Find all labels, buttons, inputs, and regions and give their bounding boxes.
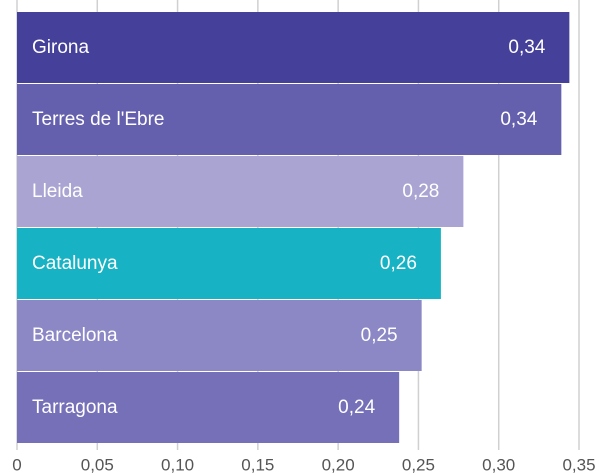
- bar: [17, 372, 400, 443]
- bar: [17, 228, 441, 299]
- bar: [17, 300, 422, 371]
- category-label: Catalunya: [32, 253, 118, 274]
- x-tick-label: 0,05: [81, 455, 114, 474]
- x-tick-label: 0,20: [322, 455, 355, 474]
- value-label: 0,26: [380, 253, 417, 274]
- value-label: 0,24: [338, 397, 375, 418]
- value-label: 0,34: [500, 109, 537, 130]
- value-label: 0,34: [508, 37, 545, 58]
- category-label: Barcelona: [32, 325, 118, 346]
- bar: [17, 84, 562, 155]
- value-label: 0,28: [402, 181, 439, 202]
- x-tick-label: 0,35: [562, 455, 595, 474]
- x-tick-label: 0,10: [161, 455, 194, 474]
- x-tick-label: 0,15: [241, 455, 274, 474]
- x-tick-label: 0,30: [482, 455, 515, 474]
- x-tick-label: 0: [12, 455, 21, 474]
- category-label: Terres de l'Ebre: [32, 109, 164, 130]
- category-label: Lleida: [32, 181, 83, 202]
- bar: [17, 156, 464, 227]
- value-label: 0,25: [361, 325, 398, 346]
- category-label: Girona: [32, 37, 89, 58]
- bar: [17, 12, 570, 83]
- category-label: Tarragona: [32, 397, 118, 418]
- x-tick-label: 0,25: [402, 455, 435, 474]
